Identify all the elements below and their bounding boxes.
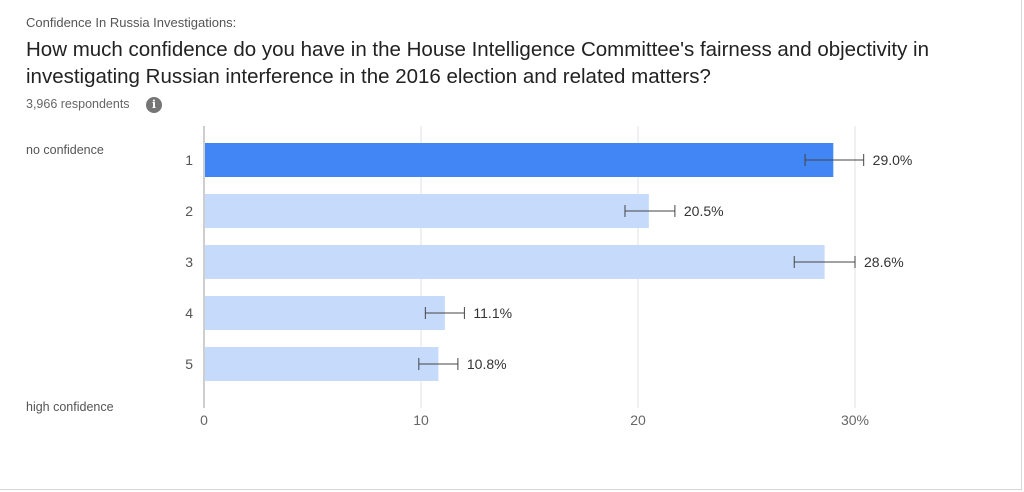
x-tick-label: 30%	[841, 412, 869, 428]
chart-supertitle: Confidence In Russia Investigations:	[26, 15, 237, 30]
chart-question-title: How much confidence do you have in the H…	[26, 38, 929, 88]
bar[interactable]	[205, 245, 825, 279]
category-label: 2	[185, 203, 193, 219]
bar[interactable]	[205, 143, 834, 177]
category-label: 3	[185, 254, 193, 270]
bar[interactable]	[205, 296, 445, 330]
data-label: 10.8%	[467, 356, 507, 372]
data-label: 29.0%	[873, 152, 913, 168]
x-tick-label: 0	[200, 412, 208, 428]
data-label: 20.5%	[684, 203, 724, 219]
info-icon[interactable]: i	[146, 97, 162, 113]
data-label: 11.1%	[473, 305, 512, 321]
category-label: 5	[185, 356, 193, 372]
category-label: 4	[185, 305, 193, 321]
respondent-count: 3,966 respondents	[26, 97, 130, 111]
bar[interactable]	[205, 194, 649, 228]
x-tick-label: 10	[413, 412, 429, 428]
scale-high-label: high confidence	[26, 400, 114, 414]
data-label: 28.6%	[864, 254, 904, 270]
x-tick-label: 20	[630, 412, 646, 428]
scale-low-label: no confidence	[26, 143, 104, 157]
category-label: 1	[185, 152, 193, 168]
bar[interactable]	[205, 347, 439, 381]
